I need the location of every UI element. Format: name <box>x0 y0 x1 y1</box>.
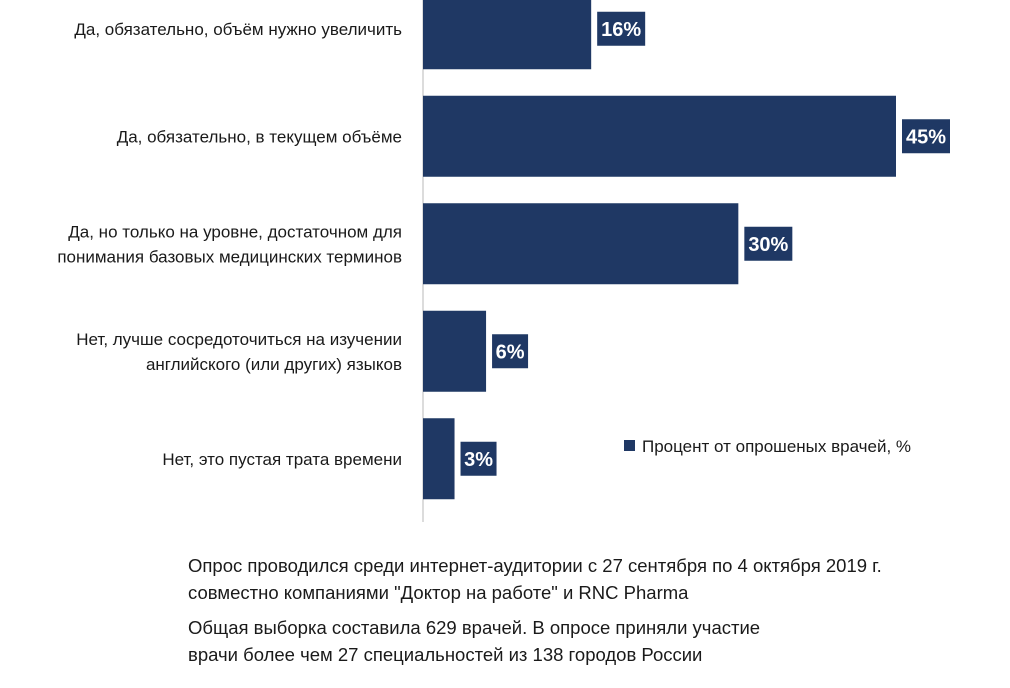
sample-note-line: Общая выборка составила 629 врачей. В оп… <box>188 617 761 638</box>
survey-note: Опрос проводился среди интернет-аудитори… <box>188 552 1003 606</box>
bars <box>423 0 896 500</box>
data-label-box <box>597 11 646 46</box>
category-label: Нет, лучше сосредоточиться на изучении <box>76 330 402 349</box>
bar <box>423 418 455 500</box>
legend-swatch <box>624 440 635 451</box>
data-label: 30% <box>748 234 788 256</box>
bar <box>423 0 592 70</box>
data-label: 45% <box>906 126 946 148</box>
data-label: 6% <box>496 341 525 363</box>
data-label-box <box>744 226 793 261</box>
category-label: Да, обязательно, объём нужно увеличить <box>74 20 402 39</box>
category-label: понимания базовых медицинских терминов <box>57 247 402 266</box>
data-label: 3% <box>464 449 493 471</box>
bar <box>423 95 896 177</box>
data-label-box <box>902 119 950 154</box>
category-labels: Да, обязательно, объём нужно увеличить Да… <box>57 20 402 469</box>
data-label: 16% <box>601 19 641 41</box>
bar <box>423 203 739 285</box>
survey-note-line: Опрос проводился среди интернет-аудитори… <box>188 555 882 576</box>
sample-note: Общая выборка составила 629 врачей. В оп… <box>188 614 1003 668</box>
data-label-box <box>460 441 497 476</box>
data-labels: 16% 45% 30% 6% 3% <box>460 11 950 476</box>
category-label: английского (или других) языков <box>146 355 402 374</box>
survey-note-line: совместно компаниями "Доктор на работе" … <box>188 582 689 603</box>
survey-notes: Опрос проводился среди интернет-аудитори… <box>188 552 1003 676</box>
bar <box>423 310 487 392</box>
bar-chart: Да, обязательно, объём нужно увеличить Да… <box>57 0 950 522</box>
category-label: Да, обязательно, в текущем объёме <box>117 127 402 146</box>
category-label: Да, но только на уровне, достаточном для <box>68 222 402 241</box>
category-label: Нет, это пустая трата времени <box>162 450 402 469</box>
data-label-box <box>492 334 529 369</box>
legend-label: Процент от опрошеных врачей, % <box>642 437 911 456</box>
sample-note-line: врачи более чем 27 специальностей из 138… <box>188 644 703 665</box>
legend: Процент от опрошеных врачей, % <box>624 437 911 456</box>
